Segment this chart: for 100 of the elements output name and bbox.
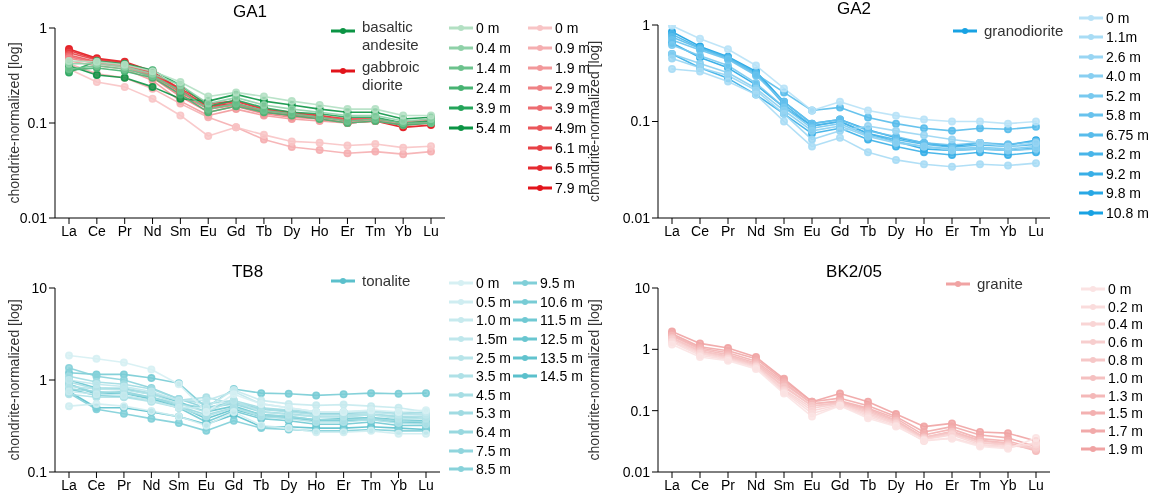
x-tick-label: Ho — [915, 476, 934, 493]
x-tick-label: Eu — [803, 222, 821, 239]
chart-title: GA1 — [232, 2, 268, 21]
y-axis-title: chondrite-normalized [log] — [5, 299, 22, 461]
legend-label: 1.1m — [1106, 29, 1138, 46]
y-tick-label: 1 — [39, 19, 48, 36]
x-tick-label: Dy — [283, 222, 301, 239]
legend-label: 1.9 m — [1108, 441, 1144, 458]
x-tick-label: Pr — [721, 222, 736, 239]
y-tick-label: 1 — [642, 16, 651, 33]
legend-label: 1.5 m — [1108, 405, 1144, 422]
legend-label: 14.5 m — [540, 368, 583, 385]
legend-label: 11.5 m — [540, 312, 582, 329]
y-axis-title: chondrite-normalized [log] — [5, 42, 22, 204]
legend-label: 5.3 m — [476, 405, 512, 422]
chart-title: BK2/05 — [826, 262, 882, 281]
x-tick-label: Ho — [310, 222, 329, 239]
legend-label: 0 m — [555, 20, 579, 36]
legend-label: 4.5 m — [476, 386, 512, 403]
x-tick-label: Gd — [224, 476, 244, 493]
x-tick-label: Lu — [423, 222, 439, 239]
x-tick-label: Yb — [999, 476, 1017, 493]
y-tick-label: 0.1 — [630, 113, 651, 130]
x-tick-label: Er — [340, 222, 355, 239]
legend-label: 0 m — [1106, 9, 1130, 26]
x-tick-label: Eu — [197, 476, 215, 493]
y-tick-label: 0.01 — [622, 209, 651, 226]
legend-label: 9.2 m — [1106, 165, 1142, 182]
legend-label: 5.4 m — [476, 120, 512, 136]
legend-label: 12.5 m — [540, 331, 583, 348]
legend-label: 0 m — [476, 275, 500, 292]
x-tick-label: Gd — [830, 222, 850, 239]
y-axis-title: chondrite-normalized [log] — [585, 299, 602, 461]
y-tick-label: 1 — [39, 371, 48, 388]
legend-label: gabbroic diorite — [362, 58, 421, 94]
legend-label: 6.1 m — [555, 140, 590, 156]
legend-label: 1.5m — [476, 331, 508, 348]
legend-label: 1.0 m — [1108, 369, 1144, 386]
chart-title: GA2 — [836, 0, 872, 19]
x-tick-label: Tb — [859, 222, 877, 239]
legend-label: 5.8 m — [1106, 107, 1142, 124]
x-tick-label: Nd — [143, 222, 162, 239]
x-tick-label: Tb — [859, 476, 877, 493]
legend-label: 13.5 m — [540, 349, 583, 366]
legend-label: 2.5 m — [476, 349, 512, 366]
x-tick-label: Er — [945, 476, 960, 493]
x-tick-label: Ho — [307, 476, 326, 493]
x-tick-label: Tb — [255, 222, 273, 239]
x-tick-label: Yb — [389, 476, 408, 493]
x-tick-label: Dy — [887, 476, 905, 493]
x-tick-label: Yb — [394, 222, 412, 239]
x-tick-label: Nd — [747, 476, 765, 493]
legend-label: 3.5 m — [476, 368, 512, 385]
x-tick-label: Nd — [747, 222, 765, 239]
legend-label: granite — [977, 275, 1023, 293]
legend-label: 4.9m — [555, 120, 587, 136]
legend-label: 8.5 m — [476, 461, 512, 478]
x-tick-label: Lu — [1028, 222, 1044, 239]
y-tick-label: 10 — [634, 279, 651, 296]
x-tick-label: La — [664, 476, 680, 493]
x-tick-label: Gd — [226, 222, 246, 239]
legend-label: 3.9 m — [476, 100, 512, 116]
legend-label: 4.0 m — [1106, 68, 1142, 85]
x-tick-label: Pr — [721, 476, 736, 493]
chart-title: TB8 — [231, 262, 264, 281]
x-tick-label: La — [61, 222, 77, 239]
x-tick-label: Sm — [773, 222, 795, 239]
legend-label: 1.3 m — [1108, 387, 1144, 404]
legend-label: 1.0 m — [476, 312, 512, 329]
legend-label: 5.2 m — [1106, 87, 1142, 104]
legend-label: 6.5 m — [555, 160, 590, 176]
legend-label: 0.5 m — [476, 293, 512, 310]
legend-label: 9.8 m — [1106, 185, 1142, 202]
legend-label: 1.7 m — [1108, 423, 1144, 440]
legend-label: 3.9 m — [555, 100, 590, 116]
x-tick-label: La — [664, 222, 680, 239]
x-tick-label: Lu — [418, 476, 434, 493]
x-tick-label: Yb — [999, 222, 1017, 239]
x-tick-label: Pr — [116, 476, 132, 493]
x-tick-label: Ce — [691, 222, 710, 239]
y-tick-label: 0.1 — [630, 402, 651, 419]
x-tick-label: Eu — [803, 476, 821, 493]
x-tick-label: La — [61, 476, 77, 493]
x-tick-label: Ho — [915, 222, 934, 239]
x-tick-label: Sm — [168, 476, 190, 493]
legend-label: 0.4 m — [1108, 316, 1144, 333]
x-tick-label: Dy — [887, 222, 905, 239]
x-tick-label: Lu — [1028, 476, 1044, 493]
x-tick-label: Dy — [280, 476, 298, 493]
x-tick-label: Nd — [142, 476, 161, 493]
legend-label: 8.2 m — [1106, 146, 1142, 163]
y-tick-label: 1 — [642, 341, 651, 358]
legend-label: 2.6 m — [1106, 48, 1142, 65]
x-tick-label: Tb — [253, 476, 270, 493]
x-tick-label: Tm — [969, 222, 991, 239]
y-tick-label: 0.1 — [27, 114, 48, 131]
x-tick-label: Sm — [169, 222, 191, 239]
legend-label: 0.6 m — [1108, 334, 1144, 351]
legend-label: tonalite — [362, 272, 411, 290]
legend-label: granodiorite — [984, 22, 1064, 40]
